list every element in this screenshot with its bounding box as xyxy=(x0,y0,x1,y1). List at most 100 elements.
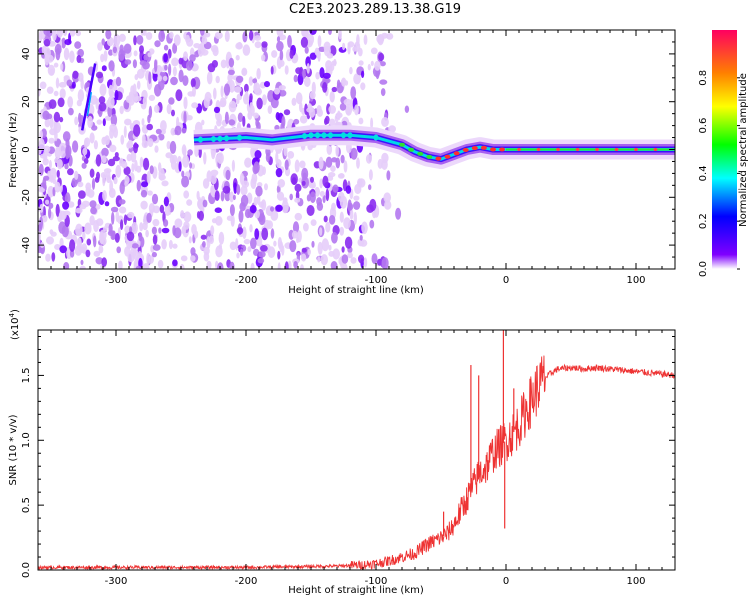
spectral-speckle xyxy=(94,176,100,183)
ridge-blob xyxy=(237,134,242,141)
spectral-speckle xyxy=(127,211,135,219)
spectral-speckle xyxy=(296,236,300,244)
spectral-speckle xyxy=(99,83,107,97)
spectral-speckle xyxy=(254,228,260,240)
spectral-speckle xyxy=(112,156,120,162)
spectral-speckle xyxy=(119,44,124,54)
spectral-speckle xyxy=(326,143,333,155)
spectral-speckle xyxy=(172,243,178,249)
spectral-speckle xyxy=(209,235,214,245)
spectral-speckle xyxy=(360,82,366,91)
spectral-speckle xyxy=(322,194,326,204)
spectral-speckle xyxy=(76,55,82,63)
x-tick-label: -300 xyxy=(105,275,128,286)
spectral-speckle xyxy=(252,163,259,175)
spectral-speckle xyxy=(213,106,221,114)
spectral-speckle xyxy=(39,216,43,230)
y-tick-label: 0.5 xyxy=(21,497,32,513)
spectral-speckle xyxy=(123,166,131,176)
spectral-speckle xyxy=(181,170,185,178)
spectral-speckle xyxy=(162,75,168,81)
spectral-speckle xyxy=(369,198,377,212)
spectral-speckle xyxy=(115,210,120,223)
ridge-blob xyxy=(536,148,541,151)
spectral-speckle xyxy=(384,200,392,210)
spectral-speckle xyxy=(279,59,285,67)
spectral-speckle xyxy=(341,254,349,264)
spectral-speckle xyxy=(109,127,114,139)
spectral-speckle xyxy=(151,251,157,258)
spectral-speckle xyxy=(328,105,337,114)
spectral-speckle xyxy=(238,209,244,223)
y-tick-label: -20 xyxy=(21,189,32,205)
spectral-speckle xyxy=(311,81,316,94)
spectral-speckle xyxy=(243,238,251,245)
spectral-speckle xyxy=(381,117,389,127)
spectral-speckle xyxy=(329,91,335,103)
spectral-speckle xyxy=(299,115,308,124)
ridge-blob xyxy=(341,132,346,139)
snr-panel: -300 -200 -100 0 100 0.0 0.5 1.0 1.5 Height of s… xyxy=(8,309,676,596)
spectral-speckle xyxy=(110,113,118,127)
spectral-speckle xyxy=(67,201,75,208)
spectral-speckle xyxy=(171,57,179,67)
ridge-blob xyxy=(471,146,478,151)
spectral-speckle xyxy=(350,257,357,264)
spectral-speckle xyxy=(183,221,190,230)
spectral-speckle xyxy=(344,236,353,249)
spectral-speckle xyxy=(54,43,62,55)
spectral-speckle xyxy=(126,231,135,242)
spectral-speckle xyxy=(123,43,132,54)
ridge-blob xyxy=(321,132,327,139)
spectral-speckle xyxy=(101,155,107,164)
spectral-speckle xyxy=(203,251,210,262)
spectral-speckle xyxy=(241,180,250,188)
spectral-speckle xyxy=(140,189,148,198)
spectral-speckle xyxy=(172,259,178,267)
spectral-speckle xyxy=(229,241,237,251)
spectral-speckle xyxy=(84,222,92,235)
spectral-speckle xyxy=(339,103,347,111)
spectral-speckle xyxy=(317,256,321,263)
spectral-speckle xyxy=(112,46,117,54)
spectral-speckle xyxy=(130,150,137,163)
spectral-speckle xyxy=(214,207,222,213)
spectral-speckle xyxy=(183,147,187,159)
spectral-speckle xyxy=(159,204,165,214)
spectral-speckle xyxy=(210,225,215,236)
spectral-speckle xyxy=(45,253,51,262)
spectral-speckle xyxy=(155,128,162,135)
spectral-speckle xyxy=(189,162,193,169)
spectral-speckle xyxy=(291,230,298,239)
spectral-speckle xyxy=(142,263,150,269)
ridge-blob xyxy=(426,154,433,159)
spectral-speckle xyxy=(248,30,254,41)
spectral-speckle xyxy=(154,59,158,73)
spectral-speckle xyxy=(93,140,98,150)
y-tick-label: 1.5 xyxy=(21,367,32,383)
spectral-speckle xyxy=(316,197,322,206)
spectral-speckle xyxy=(261,94,267,106)
x-tick-label: -100 xyxy=(365,576,388,587)
spectral-speckle xyxy=(284,65,289,75)
spectral-speckle xyxy=(120,219,124,231)
spectral-speckle xyxy=(275,167,283,178)
spectral-speckle xyxy=(251,172,258,184)
spectral-speckle xyxy=(86,238,92,246)
spectral-speckle xyxy=(261,227,269,241)
spectral-speckle xyxy=(59,116,64,123)
spectral-speckle xyxy=(207,63,216,73)
spectral-speckle xyxy=(56,169,60,178)
spectral-speckle xyxy=(345,106,351,115)
y-tick-label: 0.0 xyxy=(21,562,32,578)
spectral-speckle xyxy=(331,202,336,212)
spectral-speckle xyxy=(318,156,324,170)
spectral-speckle xyxy=(303,222,309,232)
spectral-speckle xyxy=(211,218,217,224)
spectral-speckle xyxy=(281,115,286,128)
spectral-speckle xyxy=(147,52,152,58)
spectral-speckle xyxy=(378,52,385,62)
spectral-speckle xyxy=(145,32,153,40)
spectral-speckle xyxy=(55,77,60,89)
spectral-speckle xyxy=(104,201,110,207)
